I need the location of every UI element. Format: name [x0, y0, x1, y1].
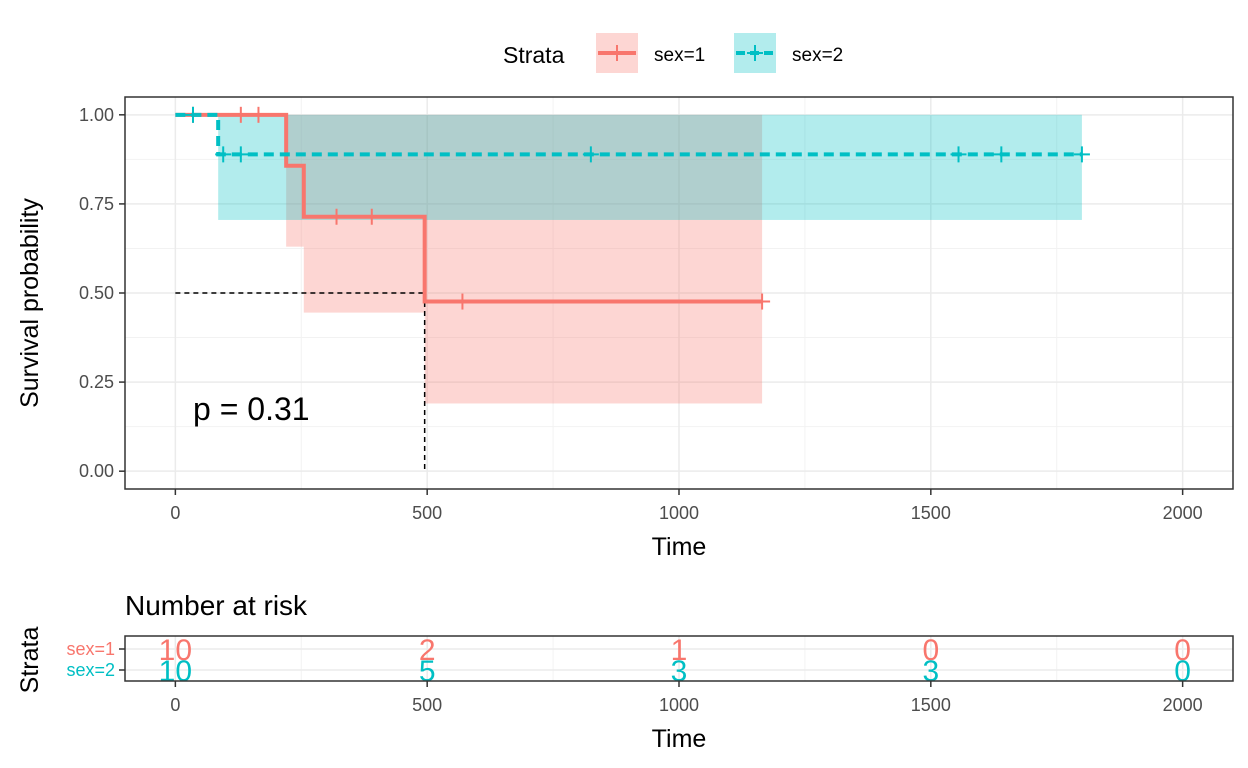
legend-label-sex1: sex=1 — [654, 45, 705, 66]
censor-mark-sex=2 — [582, 146, 599, 163]
y-tick-label: 0.50 — [79, 283, 114, 303]
x-tick-label: 1500 — [911, 503, 951, 523]
risk-count-sex=1: 10 — [159, 634, 192, 667]
legend-label-sex2: sex=2 — [792, 45, 843, 66]
x-tick-label: 0 — [170, 503, 180, 523]
risk-ylabel: Strata — [16, 627, 44, 694]
x-tick-label: 2000 — [1163, 503, 1203, 523]
legend-key-sex2 — [734, 33, 776, 73]
risk-strata-label: sex=1 — [66, 639, 115, 659]
censor-mark-sex=2 — [184, 106, 201, 123]
ci-band-sex=2 — [218, 114, 1082, 220]
risk-count-sex=2: 0 — [1174, 655, 1191, 688]
censor-mark-sex=1 — [250, 106, 267, 123]
survival-curve-sex=1 — [175, 112, 763, 304]
legend: Strata sex=1 sex=2 — [503, 33, 843, 73]
censor-mark-sex=1 — [363, 208, 380, 225]
survival-plot: 0.00 0.25 0.50 0.75 1.00 0 500 1000 1500 2000 — [79, 96, 1234, 523]
main-ylabel: Survival probability — [16, 198, 44, 408]
censor-mark-sex=2 — [232, 146, 249, 163]
risk-x-tick-label: 500 — [412, 695, 442, 715]
ci-band-sex=1 — [424, 114, 763, 404]
risk-count-sex=2: 5 — [419, 655, 436, 688]
risk-x-tick-label: 0 — [170, 695, 180, 715]
censor-mark-sex=2 — [215, 146, 232, 163]
risk-x-tick-label: 1000 — [659, 695, 699, 715]
censor-mark-sex=1 — [328, 208, 345, 225]
censor-mark-sex=1 — [754, 293, 771, 310]
risk-count-sex=2: 3 — [671, 655, 688, 688]
ci-band-sex=1 — [286, 114, 304, 247]
risk-count-sex=2: 3 — [922, 655, 939, 688]
x-tick-label: 500 — [412, 503, 442, 523]
censor-mark-sex=2 — [993, 146, 1010, 163]
censor-mark-sex=2 — [1073, 146, 1090, 163]
risk-x-tick-label: 2000 — [1163, 695, 1203, 715]
y-tick-label: 1.00 — [79, 105, 114, 125]
censor-mark-sex=1 — [232, 106, 249, 123]
legend-title: Strata — [503, 42, 565, 68]
y-tick-label: 0.75 — [79, 194, 114, 214]
y-tick-label: 0.25 — [79, 372, 114, 392]
p-value-annotation: p = 0.31 — [193, 391, 310, 427]
legend-key-sex1 — [596, 33, 638, 73]
risk-xlabel: Time — [652, 725, 707, 753]
risk-count-sex=1: 0 — [922, 634, 939, 667]
ci-band-sex=1 — [303, 114, 425, 313]
risk-count-sex=1: 2 — [419, 634, 436, 667]
censor-mark-sex=1 — [454, 293, 471, 310]
risk-count-sex=1: 0 — [1174, 634, 1191, 667]
main-xlabel: Time — [652, 533, 707, 561]
risk-count-sex=1: 1 — [671, 634, 688, 667]
y-tick-label: 0.00 — [79, 461, 114, 481]
x-tick-label: 1000 — [659, 503, 699, 523]
censor-mark-sex=2 — [950, 146, 967, 163]
risk-strata-label: sex=2 — [66, 660, 115, 680]
risk-x-tick-label: 1500 — [911, 695, 951, 715]
risk-table-title: Number at risk — [125, 590, 308, 621]
